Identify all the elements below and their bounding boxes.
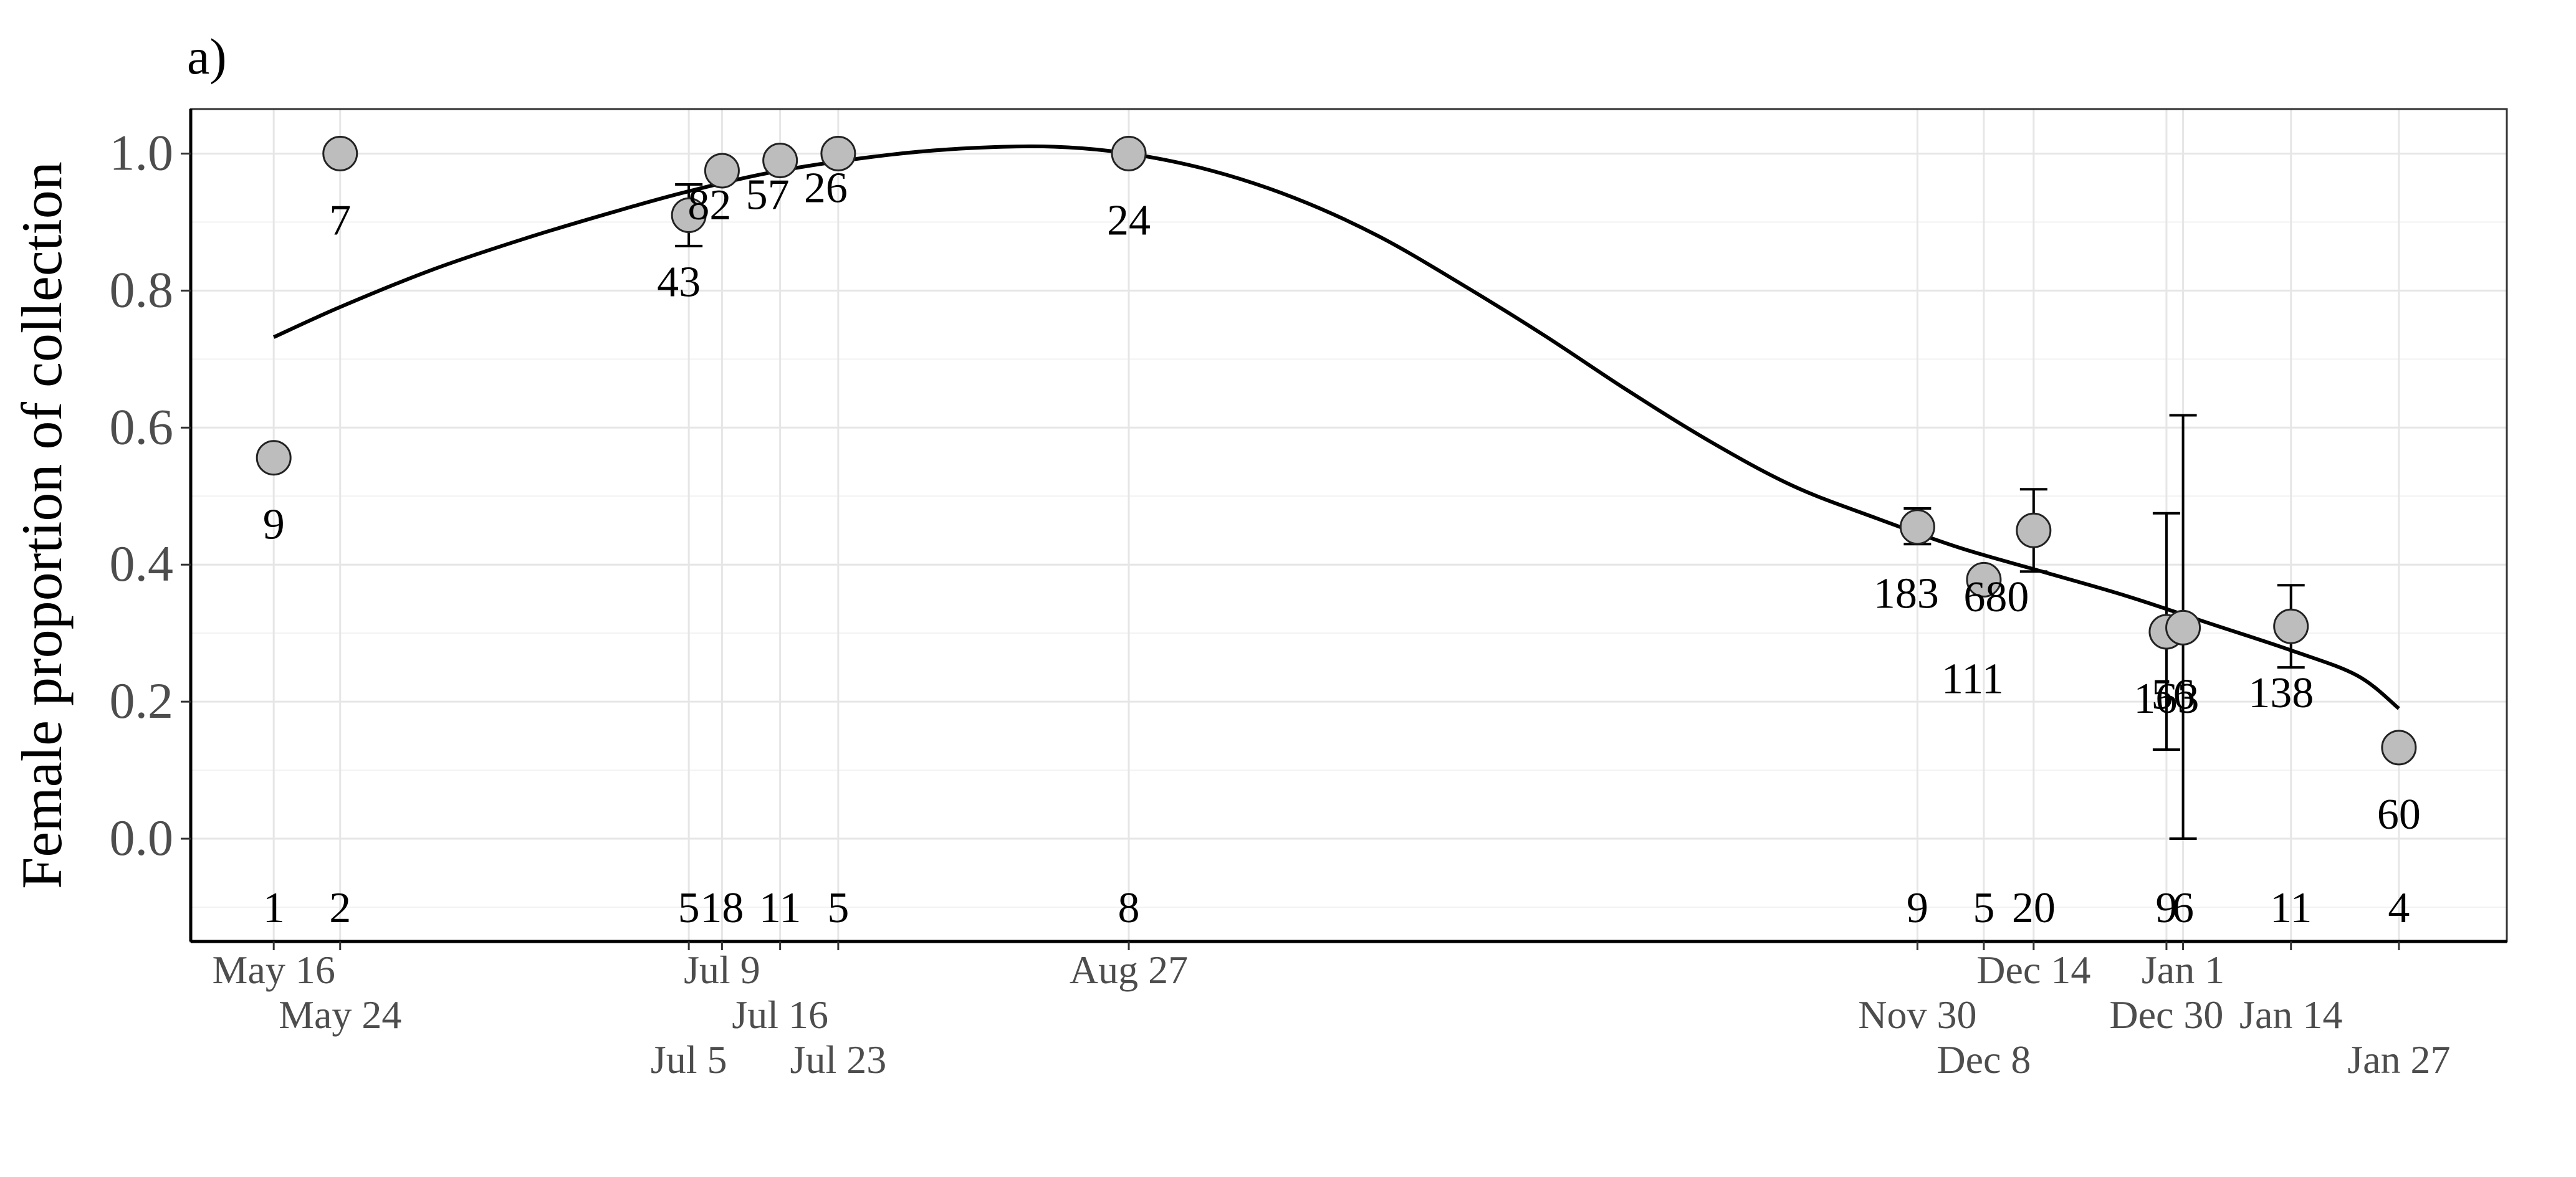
data-point <box>2273 608 2309 644</box>
x-tick-label: May 16 <box>213 948 335 992</box>
sample-size-label: 111 <box>1942 655 2004 703</box>
x-tick-label: Jul 16 <box>732 993 828 1037</box>
data-point <box>256 440 292 476</box>
sample-size-label: 7 <box>329 196 351 244</box>
x-tick-label: Aug 27 <box>1070 948 1188 992</box>
data-point <box>2165 609 2201 646</box>
collection-count-label: 4 <box>2388 884 2410 932</box>
sample-size-label: 82 <box>687 181 731 229</box>
collection-count-label: 18 <box>700 884 744 932</box>
y-tick-label: 1.0 <box>110 124 174 181</box>
collection-count-label: 5 <box>827 884 849 932</box>
x-tick-label: Jul 5 <box>651 1037 727 1082</box>
data-point <box>762 142 798 178</box>
x-tick-label: Jul 23 <box>790 1037 887 1082</box>
data-point <box>322 135 358 171</box>
y-tick-label: 0.8 <box>110 261 174 318</box>
collection-count-label: 1 <box>263 884 285 932</box>
collection-count-label: 8 <box>1118 884 1140 932</box>
y-tick-label: 0.2 <box>110 672 174 729</box>
x-tick-label: Nov 30 <box>1858 993 1976 1037</box>
x-tick-label: May 24 <box>279 993 401 1037</box>
collection-count-labels: 1 2 5 18 11 5 8 9 5 20 96 11 4 <box>263 884 2410 932</box>
collection-count-label: 5 <box>678 884 700 932</box>
sample-size-label: 43 <box>657 258 701 306</box>
data-point <box>1899 509 1935 545</box>
y-axis-ticks: 0.0 0.2 0.4 0.6 0.8 1.0 <box>110 124 191 866</box>
x-tick-label: Dec 30 <box>2109 993 2223 1037</box>
sample-size-label: 183 <box>1874 570 1939 618</box>
data-point <box>704 153 740 189</box>
y-tick-label: 0.0 <box>110 809 174 866</box>
x-tick-label: Jan 27 <box>2347 1037 2450 1082</box>
sample-size-label: 163 <box>2133 675 2199 723</box>
sample-size-label: 680 <box>1963 573 2029 621</box>
sample-size-label: 56 <box>2152 670 2195 718</box>
y-tick-label: 0.4 <box>110 535 174 592</box>
sample-size-label: 26 <box>804 164 848 212</box>
data-point <box>820 135 856 171</box>
sample-size-label: 24 <box>1107 196 1151 244</box>
data-point <box>2381 730 2417 766</box>
sample-size-label: 9 <box>263 501 285 549</box>
fitted-curve <box>272 144 2400 710</box>
panel-label: a) <box>187 28 227 85</box>
collection-count-label: 6 <box>2172 884 2194 932</box>
sample-size-label: 60 <box>2377 791 2421 839</box>
data-point <box>1966 561 2002 598</box>
x-tick-label: Dec 8 <box>1937 1037 2031 1082</box>
collection-count-label: 9 <box>1907 884 1928 932</box>
collection-count-label: 20 <box>2012 884 2056 932</box>
x-tick-label: Jan 1 <box>2142 948 2224 992</box>
y-axis-title: Female proportion of collection <box>10 161 74 889</box>
collection-count-label: 11 <box>2270 884 2312 932</box>
x-tick-label: Dec 14 <box>1976 948 2090 992</box>
sample-size-label: 138 <box>2248 669 2314 717</box>
collection-count-label: 9 <box>2155 884 2177 932</box>
y-tick-label: 0.6 <box>110 398 174 455</box>
x-tick-label: Jul 9 <box>684 948 760 992</box>
collection-count-label: 2 <box>329 884 351 932</box>
data-point <box>2016 512 2052 548</box>
collection-count-label: 11 <box>759 884 801 932</box>
data-point <box>671 197 707 233</box>
sample-size-label: 57 <box>746 171 790 219</box>
x-tick-label: Jan 14 <box>2239 993 2342 1037</box>
collection-count-label: 5 <box>1973 884 1994 932</box>
data-points <box>256 135 2417 766</box>
data-point <box>1111 135 1147 171</box>
